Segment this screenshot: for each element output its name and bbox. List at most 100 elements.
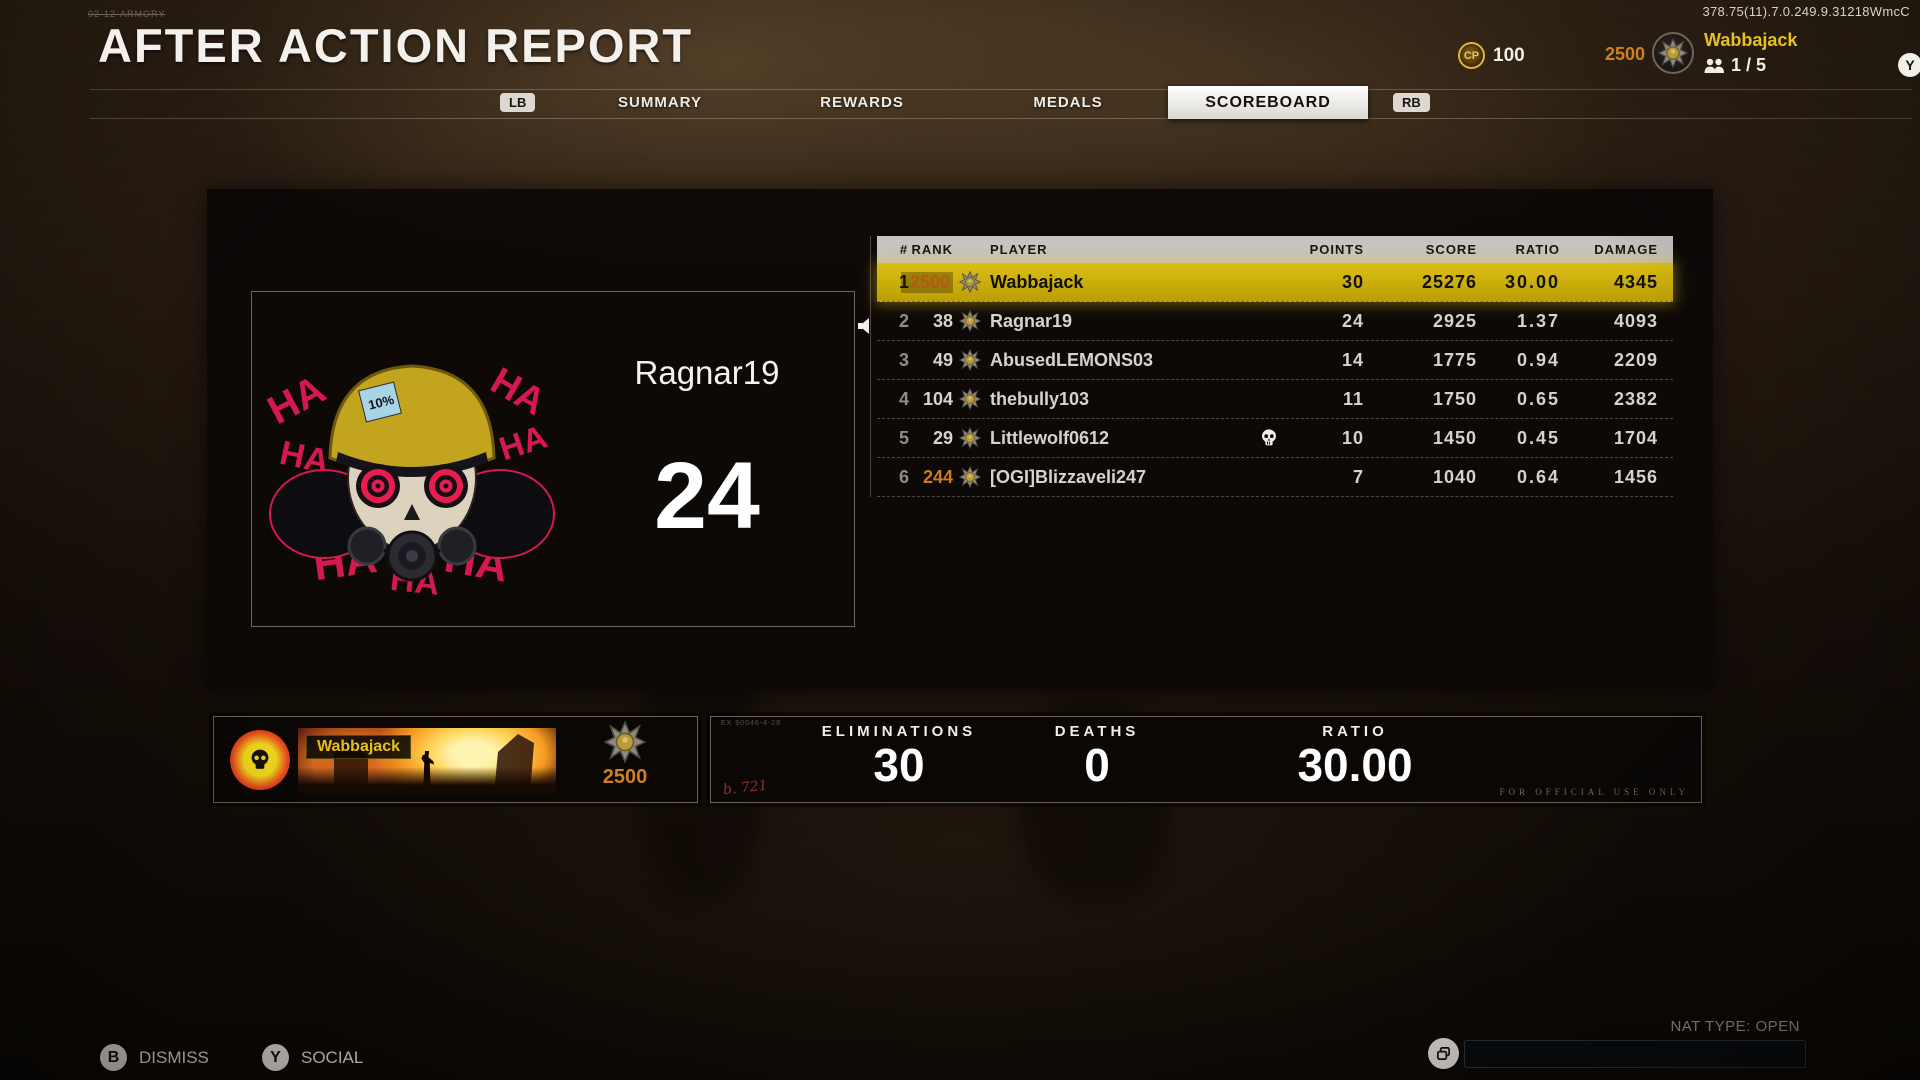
- social-button[interactable]: Y SOCIAL (40): [1898, 53, 1920, 77]
- viewed-player-name: Ragnar19: [634, 354, 780, 391]
- row-points: 30: [1341, 272, 1364, 292]
- party-count: 1 / 5: [1731, 55, 1767, 75]
- row-points: 10: [1341, 428, 1364, 448]
- row-ratio: 0.64: [1516, 467, 1560, 487]
- row-points: 11: [1342, 389, 1364, 409]
- row-position: 3: [898, 350, 909, 370]
- scoreboard-row[interactable]: 4 104 thebully103 11 1750 0.65 2382: [877, 380, 1673, 419]
- stat-label-ratio: RATIO: [1322, 723, 1388, 740]
- stat-value-ratio: 30.00: [1297, 739, 1413, 791]
- row-score: 1775: [1432, 350, 1477, 370]
- player-emblem-icon: [959, 427, 981, 449]
- row-position: 5: [898, 428, 909, 448]
- col-score: SCORE: [1425, 242, 1477, 257]
- row-rank: 104: [922, 389, 953, 409]
- player-emblem-icon: [959, 310, 981, 332]
- social-footer-button[interactable]: Y SOCIAL: [262, 1044, 363, 1071]
- svg-text:10%: 10%: [367, 392, 396, 413]
- cod-points-icon: CP: [1458, 42, 1485, 69]
- row-points: 14: [1341, 350, 1364, 370]
- col-number: #: [899, 242, 909, 257]
- row-player-name: Ragnar19: [990, 311, 1073, 331]
- stat-value-eliminations: 30: [873, 739, 925, 791]
- row-rank: 38: [932, 311, 953, 331]
- row-score: 25276: [1421, 272, 1477, 292]
- scoreboard-row[interactable]: 3 49 AbusedLEMONS03 14 1775 0.94 2209: [877, 341, 1673, 380]
- stats-serial-text: EX 90046-4-28: [721, 720, 782, 727]
- voice-chat-speaker-icon: [858, 318, 869, 334]
- row-ratio: 30.00: [1504, 272, 1560, 292]
- player-calling-card-box: Wabbajack 2500: [213, 716, 698, 803]
- player-round-emblem-icon: [230, 730, 290, 790]
- row-score: 1450: [1432, 428, 1477, 448]
- svg-text:HA: HA: [262, 367, 333, 433]
- lb-shoulder-button[interactable]: LB: [500, 93, 536, 112]
- col-rank: RANK: [911, 242, 953, 257]
- row-position: 2: [898, 311, 909, 331]
- handwritten-note: b. 721: [722, 777, 769, 799]
- row-score: 1040: [1432, 467, 1477, 487]
- calling-card-player-name: Wabbajack: [306, 735, 411, 759]
- svg-text:HA: HA: [483, 360, 552, 424]
- party-status: 1 / 5: [1704, 55, 1766, 76]
- row-position: 1: [898, 272, 909, 292]
- scoreboard-row[interactable]: 6 244 [OGI]Blizzaveli247 7 1040 0.64 145…: [877, 458, 1673, 497]
- player-emblem-icon: [1652, 32, 1694, 74]
- build-version: 378.75(11).7.0.249.9.31218WmcC: [1702, 4, 1910, 19]
- row-damage: 2209: [1613, 350, 1658, 370]
- row-damage: 2382: [1613, 389, 1658, 409]
- col-ratio: RATIO: [1515, 242, 1560, 257]
- row-damage: 4093: [1613, 311, 1658, 331]
- svg-text:HA: HA: [495, 418, 552, 468]
- stat-label-deaths: DEATHS: [1054, 723, 1140, 740]
- page-title: AFTER ACTION REPORT: [98, 19, 694, 72]
- y-button-icon: Y: [262, 1044, 289, 1071]
- player-prestige-rank: 2500: [1605, 44, 1646, 64]
- tab-rewards[interactable]: REWARDS: [820, 94, 904, 111]
- player-emblem-icon: [959, 466, 981, 488]
- armory-code: 02-12-ARMORY: [88, 9, 166, 19]
- match-stats-box: EX 90046-4-28 ELIMINATIONS 30 DEATHS 0 R…: [710, 716, 1702, 803]
- row-points: 7: [1352, 467, 1364, 487]
- row-damage: 1456: [1613, 467, 1658, 487]
- scoreboard-row[interactable]: 2 38 Ragnar19 24 2925 1.37 4093: [877, 302, 1673, 341]
- row-player-name: [OGI]Blizzaveli247: [990, 467, 1147, 487]
- dismiss-button[interactable]: B DISMISS: [100, 1044, 209, 1071]
- nat-type-status: NAT TYPE: OPEN: [1670, 1018, 1800, 1035]
- clown-skull-emblem: HA HA HA HA HA HA HA 10%: [262, 360, 555, 603]
- tab-scoreboard[interactable]: SCOREBOARD: [1168, 86, 1368, 119]
- rb-shoulder-button[interactable]: RB: [1393, 93, 1430, 112]
- row-rank: 244: [922, 467, 953, 487]
- tab-summary[interactable]: SUMMARY: [618, 94, 702, 111]
- b-button-icon: B: [100, 1044, 127, 1071]
- col-player: PLAYER: [990, 242, 1048, 257]
- dismiss-label: DISMISS: [139, 1047, 209, 1067]
- row-position: 4: [898, 389, 909, 409]
- table-left-rule: [870, 236, 871, 497]
- row-ratio: 0.45: [1516, 428, 1560, 448]
- row-damage: 4345: [1613, 272, 1658, 292]
- row-damage: 1704: [1613, 428, 1658, 448]
- row-position: 6: [898, 467, 909, 487]
- row-rank: 29: [932, 428, 953, 448]
- row-player-name: AbusedLEMONS03: [990, 350, 1154, 370]
- tab-medals[interactable]: MEDALS: [1033, 94, 1103, 111]
- player-name: Wabbajack: [1704, 30, 1798, 50]
- player-emblem-icon: [959, 349, 981, 371]
- tabbar-divider-bottom: [90, 118, 1912, 119]
- row-rank: 49: [932, 350, 953, 370]
- row-ratio: 1.37: [1516, 311, 1560, 331]
- tabbar-divider-top: [90, 89, 1912, 90]
- rank-medal: 2500: [570, 721, 680, 789]
- row-ratio: 0.94: [1516, 350, 1560, 370]
- row-player-name: Littlewolf0612: [990, 428, 1110, 448]
- col-points: POINTS: [1309, 242, 1364, 257]
- row-score: 1750: [1432, 389, 1477, 409]
- scoreboard-row[interactable]: 1 2500 Wabbajack 30 25276 30.00 4345: [877, 263, 1673, 302]
- viewed-player-eliminations: 24: [654, 443, 760, 549]
- chat-input[interactable]: [1464, 1040, 1806, 1068]
- chat-channel-icon[interactable]: [1428, 1038, 1459, 1069]
- scoreboard-row[interactable]: 5 29 Littlewolf0612 10 1450 0.45 1704: [877, 419, 1673, 458]
- row-player-name: thebully103: [990, 389, 1090, 409]
- row-rank: 2500: [901, 272, 953, 293]
